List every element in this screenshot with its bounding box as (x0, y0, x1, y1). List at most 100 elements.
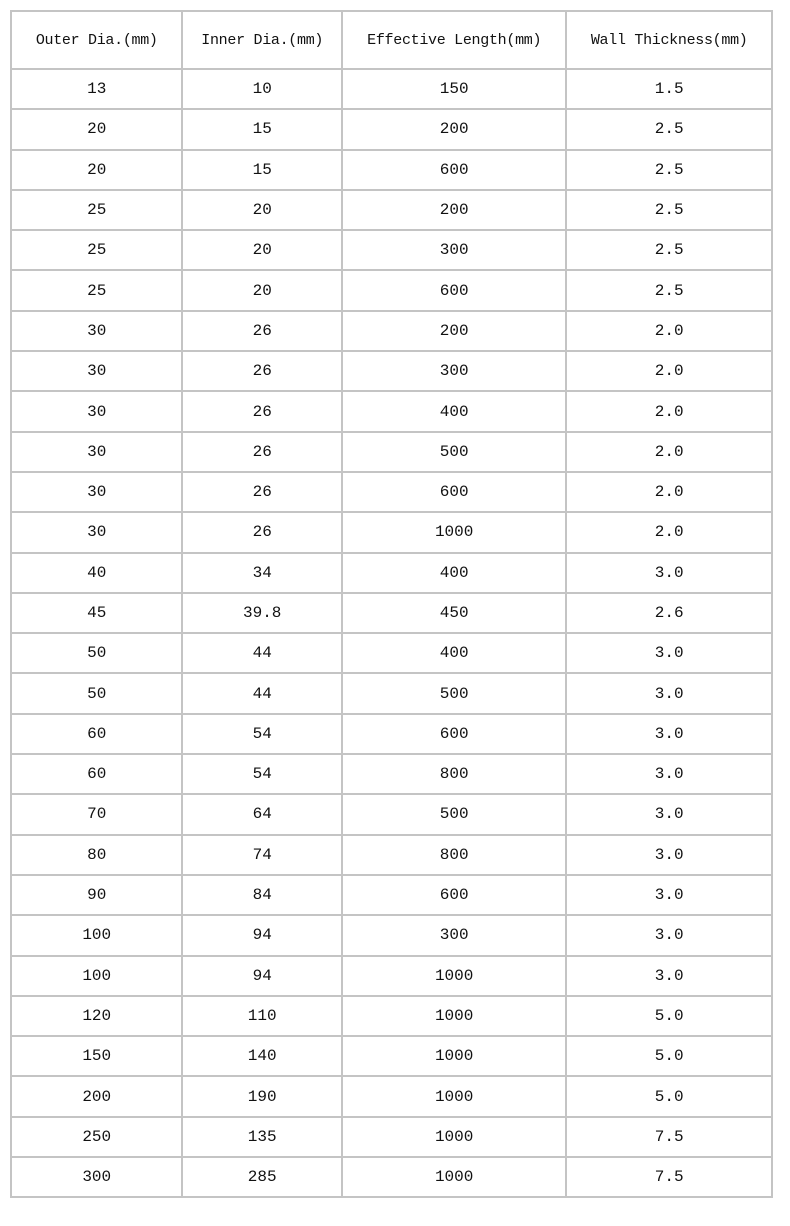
inner-diameter-cell: 94 (181, 954, 343, 997)
header-wall-thickness: Wall Thickness(mm) (565, 10, 773, 70)
inner-diameter-cell: 44 (181, 632, 343, 675)
wall-thickness-cell: 2.5 (565, 108, 773, 151)
effective-length-cell: 1000 (340, 994, 568, 1038)
inner-diameter-cell: 20 (181, 229, 343, 272)
outer-diameter-cell: 25 (9, 229, 184, 272)
effective-length-cell: 500 (340, 793, 568, 836)
inner-diameter-cell: 26 (181, 390, 343, 433)
inner-diameter-cell: 20 (181, 188, 343, 232)
table-row: 50 44 500 3.0 (9, 672, 773, 715)
inner-diameter-cell: 15 (181, 108, 343, 151)
inner-diameter-cell: 94 (181, 914, 343, 957)
outer-diameter-cell: 13 (9, 67, 184, 111)
wall-thickness-cell: 3.0 (565, 793, 773, 836)
outer-diameter-cell: 300 (9, 1156, 184, 1199)
outer-diameter-cell: 50 (9, 672, 184, 715)
table-row: 45 39.8 450 2.6 (9, 591, 773, 635)
wall-thickness-cell: 2.0 (565, 430, 773, 473)
wall-thickness-cell: 5.0 (565, 994, 773, 1038)
inner-diameter-cell: 26 (181, 430, 343, 473)
outer-diameter-cell: 30 (9, 470, 184, 514)
effective-length-cell: 800 (340, 753, 568, 796)
wall-thickness-cell: 7.5 (565, 1156, 773, 1199)
effective-length-cell: 300 (340, 914, 568, 957)
table-row: 20 15 200 2.5 (9, 108, 773, 151)
table-row: 50 44 400 3.0 (9, 632, 773, 675)
outer-diameter-cell: 120 (9, 994, 184, 1038)
inner-diameter-cell: 54 (181, 753, 343, 796)
wall-thickness-cell: 5.0 (565, 1035, 773, 1078)
effective-length-cell: 150 (340, 67, 568, 111)
table-row: 150 140 1000 5.0 (9, 1035, 773, 1078)
outer-diameter-cell: 30 (9, 511, 184, 554)
effective-length-cell: 1000 (340, 1115, 568, 1159)
outer-diameter-cell: 25 (9, 269, 184, 312)
inner-diameter-cell: 190 (181, 1075, 343, 1118)
effective-length-cell: 1000 (340, 954, 568, 997)
table-row: 25 20 300 2.5 (9, 229, 773, 272)
wall-thickness-cell: 1.5 (565, 67, 773, 111)
effective-length-cell: 500 (340, 430, 568, 473)
inner-diameter-cell: 110 (181, 994, 343, 1038)
effective-length-cell: 1000 (340, 1035, 568, 1078)
effective-length-cell: 600 (340, 470, 568, 514)
inner-diameter-cell: 26 (181, 350, 343, 393)
wall-thickness-cell: 2.0 (565, 350, 773, 393)
table-row: 20 15 600 2.5 (9, 148, 773, 191)
wall-thickness-cell: 5.0 (565, 1075, 773, 1118)
wall-thickness-cell: 3.0 (565, 632, 773, 675)
header-effective-length: Effective Length(mm) (340, 10, 568, 70)
effective-length-cell: 450 (340, 591, 568, 635)
table-row: 200 190 1000 5.0 (9, 1075, 773, 1118)
inner-diameter-cell: 20 (181, 269, 343, 312)
table-row: 30 26 400 2.0 (9, 390, 773, 433)
wall-thickness-cell: 2.5 (565, 229, 773, 272)
outer-diameter-cell: 20 (9, 108, 184, 151)
outer-diameter-cell: 20 (9, 148, 184, 191)
outer-diameter-cell: 200 (9, 1075, 184, 1118)
wall-thickness-cell: 2.0 (565, 511, 773, 554)
inner-diameter-cell: 15 (181, 148, 343, 191)
effective-length-cell: 800 (340, 833, 568, 876)
wall-thickness-cell: 2.5 (565, 148, 773, 191)
inner-diameter-cell: 39.8 (181, 591, 343, 635)
table-row: 40 34 400 3.0 (9, 551, 773, 594)
header-inner-diameter: Inner Dia.(mm) (181, 10, 343, 70)
inner-diameter-cell: 44 (181, 672, 343, 715)
wall-thickness-cell: 3.0 (565, 873, 773, 917)
table-row: 90 84 600 3.0 (9, 873, 773, 917)
table-row: 13 10 150 1.5 (9, 67, 773, 111)
outer-diameter-cell: 30 (9, 309, 184, 353)
effective-length-cell: 300 (340, 229, 568, 272)
outer-diameter-cell: 50 (9, 632, 184, 675)
outer-diameter-cell: 90 (9, 873, 184, 917)
inner-diameter-cell: 64 (181, 793, 343, 836)
inner-diameter-cell: 26 (181, 309, 343, 353)
table-row: 70 64 500 3.0 (9, 793, 773, 836)
wall-thickness-cell: 2.5 (565, 269, 773, 312)
effective-length-cell: 600 (340, 269, 568, 312)
table-row: 60 54 800 3.0 (9, 753, 773, 796)
effective-length-cell: 1000 (340, 511, 568, 554)
table-row: 100 94 300 3.0 (9, 914, 773, 957)
outer-diameter-cell: 30 (9, 350, 184, 393)
outer-diameter-cell: 60 (9, 753, 184, 796)
table-row: 250 135 1000 7.5 (9, 1115, 773, 1159)
effective-length-cell: 1000 (340, 1156, 568, 1199)
wall-thickness-cell: 3.0 (565, 954, 773, 997)
outer-diameter-cell: 45 (9, 591, 184, 635)
table-row: 30 26 300 2.0 (9, 350, 773, 393)
table-row: 25 20 600 2.5 (9, 269, 773, 312)
inner-diameter-cell: 135 (181, 1115, 343, 1159)
outer-diameter-cell: 30 (9, 430, 184, 473)
inner-diameter-cell: 26 (181, 511, 343, 554)
table-row: 25 20 200 2.5 (9, 188, 773, 232)
effective-length-cell: 400 (340, 632, 568, 675)
inner-diameter-cell: 84 (181, 873, 343, 917)
outer-diameter-cell: 25 (9, 188, 184, 232)
outer-diameter-cell: 60 (9, 712, 184, 756)
outer-diameter-cell: 70 (9, 793, 184, 836)
wall-thickness-cell: 3.0 (565, 551, 773, 594)
outer-diameter-cell: 150 (9, 1035, 184, 1078)
wall-thickness-cell: 2.6 (565, 591, 773, 635)
